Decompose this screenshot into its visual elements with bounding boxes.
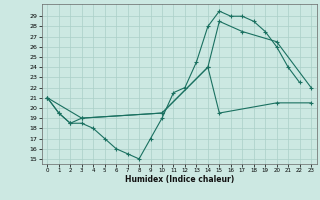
X-axis label: Humidex (Indice chaleur): Humidex (Indice chaleur)	[124, 175, 234, 184]
